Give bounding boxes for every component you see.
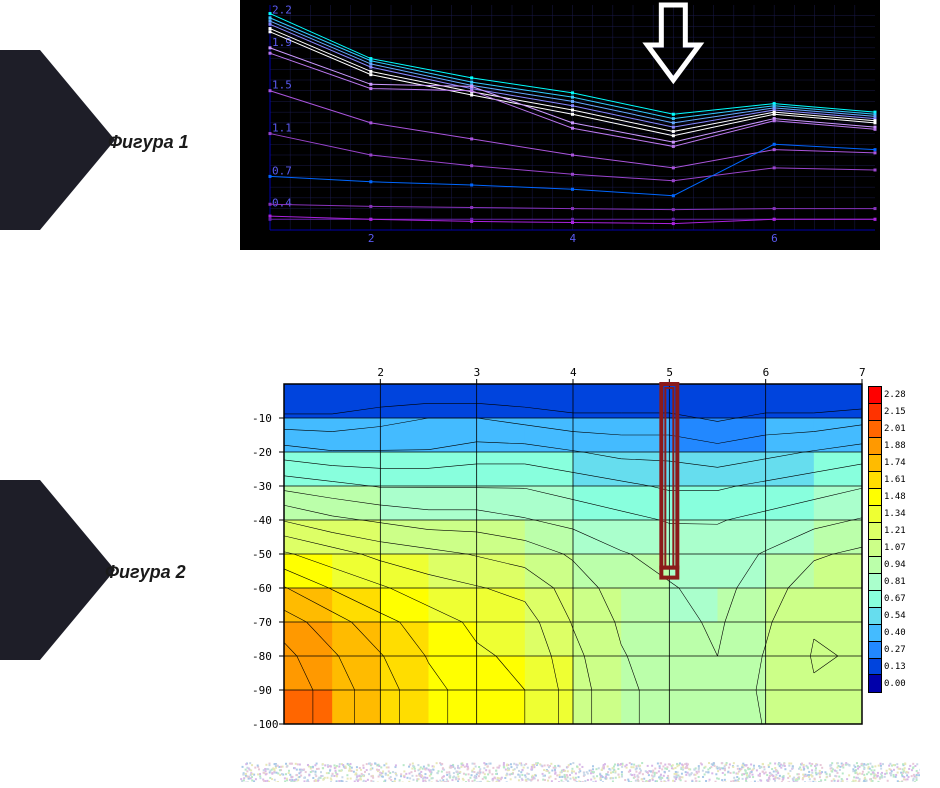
arrow-shape-1	[0, 50, 120, 230]
svg-text:-80: -80	[252, 650, 272, 663]
svg-text:4: 4	[570, 366, 577, 379]
legend-value: 0.00	[884, 679, 906, 689]
svg-text:0.4: 0.4	[272, 197, 292, 210]
noise-strip	[240, 762, 920, 782]
legend-value: 0.67	[884, 594, 906, 604]
legend-value: 0.81	[884, 577, 906, 587]
color-legend: 2.28 2.15 2.01 1.88 1.74 1.61 1.48 1.34 1.21 1.07…	[868, 386, 920, 692]
legend-value: 0.94	[884, 560, 906, 570]
legend-value: 1.07	[884, 543, 906, 553]
legend-value: 2.15	[884, 407, 906, 417]
legend-value: 1.48	[884, 492, 906, 502]
svg-text:-90: -90	[252, 684, 272, 697]
arrow-shape-2	[0, 480, 120, 660]
legend-value: 2.01	[884, 424, 906, 434]
svg-text:-30: -30	[252, 480, 272, 493]
figure2-label: Фигура 2	[105, 562, 186, 583]
svg-text:-50: -50	[252, 548, 272, 561]
svg-text:5: 5	[666, 366, 673, 379]
svg-text:4: 4	[570, 232, 577, 245]
svg-text:3: 3	[474, 366, 481, 379]
svg-text:7: 7	[859, 366, 866, 379]
legend-value: 1.61	[884, 475, 906, 485]
svg-text:-20: -20	[252, 446, 272, 459]
figure2-chart: 2 3 4 5 6 7 -10 -20 -30 -40 -50 -60 -70 -80 -90 -100 2.…	[240, 358, 920, 730]
legend-value: 0.40	[884, 628, 906, 638]
svg-text:6: 6	[763, 366, 770, 379]
svg-text:6: 6	[771, 232, 778, 245]
svg-text:0.7: 0.7	[272, 164, 292, 177]
svg-text:-60: -60	[252, 582, 272, 595]
legend-value: 2.28	[884, 390, 906, 400]
legend-value: 0.13	[884, 662, 906, 672]
svg-text:-40: -40	[252, 514, 272, 527]
figure1-label: Фигура 1	[108, 132, 189, 153]
legend-value: 1.88	[884, 441, 906, 451]
svg-text:1.5: 1.5	[272, 79, 292, 92]
svg-text:2.2: 2.2	[272, 4, 292, 17]
legend-value: 0.27	[884, 645, 906, 655]
svg-text:-100: -100	[252, 718, 279, 730]
legend-value: 1.74	[884, 458, 906, 468]
legend-value: 1.34	[884, 509, 906, 519]
legend-value: 0.54	[884, 611, 906, 621]
svg-text:1.9: 1.9	[272, 36, 292, 49]
svg-text:1.1: 1.1	[272, 122, 292, 135]
legend-value: 1.21	[884, 526, 906, 536]
svg-text:2: 2	[377, 366, 384, 379]
figure1-chart: 0.4 0.7 1.1 1.5 1.9 2.2 2 4 6	[240, 0, 880, 250]
svg-text:-70: -70	[252, 616, 272, 629]
svg-text:-10: -10	[252, 412, 272, 425]
svg-text:2: 2	[368, 232, 375, 245]
